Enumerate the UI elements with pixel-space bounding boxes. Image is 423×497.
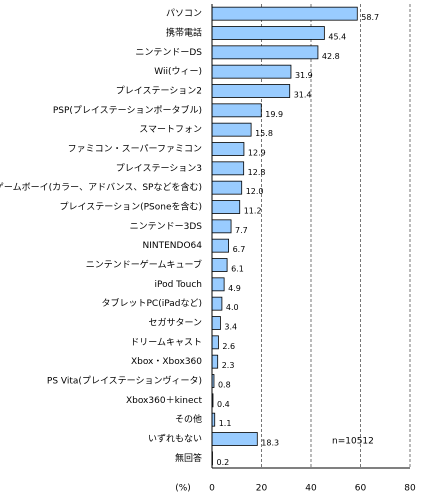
value-label: 12.0 [246, 187, 264, 196]
y-tick-label: スマートフォン [139, 125, 202, 135]
value-label: 12.8 [248, 168, 266, 177]
y-tick-label: プレイステーション(PSoneを含む) [60, 201, 202, 213]
y-tick-label: PSP(プレイステーションポータブル) [53, 104, 202, 116]
x-tick-label: 0 [209, 484, 215, 494]
value-label: 58.7 [361, 13, 379, 22]
value-label: 1.1 [219, 419, 232, 428]
bar [211, 258, 228, 272]
bar [211, 103, 262, 118]
y-tick-label: ニンテンドーDS [135, 47, 202, 58]
value-label: 6.1 [231, 265, 244, 274]
bar [211, 6, 358, 21]
value-label: 6.7 [233, 245, 246, 254]
y-tick-label: PS Vita(プレイステーションヴィータ) [47, 375, 202, 387]
y-tick-label: iPod Touch [154, 280, 202, 290]
value-label: 11.2 [244, 207, 262, 216]
bar [211, 316, 221, 330]
y-tick-label: いずれもない [148, 434, 202, 445]
y-tick-label: ゲームボーイ(カラー、アドバンス、SPなどを含む) [0, 181, 202, 193]
y-tick-label: セガサターン [148, 318, 202, 329]
y-tick-label: その他 [175, 413, 202, 425]
value-label: 0.8 [218, 381, 231, 390]
y-tick-label: Xbox360＋kinect [126, 395, 203, 406]
value-label: 19.9 [265, 110, 283, 119]
bar [211, 26, 325, 40]
bar [211, 64, 292, 79]
x-tick-label: 60 [355, 484, 367, 494]
y-tick-label: NINTENDO64 [142, 241, 202, 251]
value-label: 15.8 [255, 129, 273, 138]
bar [211, 84, 291, 98]
y-tick-label: Xbox・Xbox360 [131, 357, 202, 367]
value-label: 3.4 [224, 323, 237, 332]
y-tick-label: タブレットPC(iPadなど) [102, 297, 203, 309]
bar [211, 335, 219, 350]
x-tick-label: 80 [404, 484, 416, 494]
bar [211, 180, 243, 195]
value-label: 31.4 [294, 91, 312, 100]
bar [211, 296, 223, 311]
value-label: 18.3 [261, 439, 279, 448]
value-label: 12.9 [248, 149, 266, 158]
bar [211, 238, 229, 253]
y-tick-label: ニンテンドー3DS [130, 221, 203, 232]
x-tick-label: 40 [305, 484, 317, 494]
value-label: 2.6 [222, 342, 235, 351]
y-tick-label: プレイステーション2 [116, 86, 202, 97]
y-tick-label: パソコン [166, 8, 202, 19]
bar [211, 161, 245, 176]
annotation: n=10512 [332, 437, 374, 447]
value-label: 2.3 [222, 361, 235, 370]
bar [211, 45, 319, 60]
y-tick-label: 無回答 [175, 452, 202, 464]
value-label: 0.4 [217, 400, 230, 409]
bar [211, 142, 245, 156]
bar [211, 354, 219, 369]
y-tick-label: Wii(ウィー) [154, 66, 202, 77]
bar [211, 277, 225, 292]
x-tick-label: 20 [256, 484, 268, 494]
bar [211, 432, 258, 446]
y-tick-label: ドリームキャスト [130, 337, 202, 348]
value-label: 31.9 [295, 71, 313, 80]
value-label: 7.7 [235, 226, 248, 235]
bar [211, 219, 232, 234]
y-tick-label: ニンテンドーゲームキューブ [86, 259, 202, 271]
y-tick-label: プレイステーション3 [116, 163, 202, 174]
y-tick-label: ファミコン・スーパーファミコン [68, 144, 202, 155]
value-label: 4.0 [226, 303, 239, 312]
value-label: 42.8 [322, 52, 340, 61]
value-label: 45.4 [328, 33, 346, 42]
bar [211, 122, 252, 137]
bar [211, 200, 241, 214]
value-label: 4.9 [228, 284, 241, 293]
x-axis-label: (%) [175, 484, 191, 494]
value-label: 0.2 [216, 458, 229, 467]
y-tick-label: 携帯電話 [166, 27, 202, 39]
